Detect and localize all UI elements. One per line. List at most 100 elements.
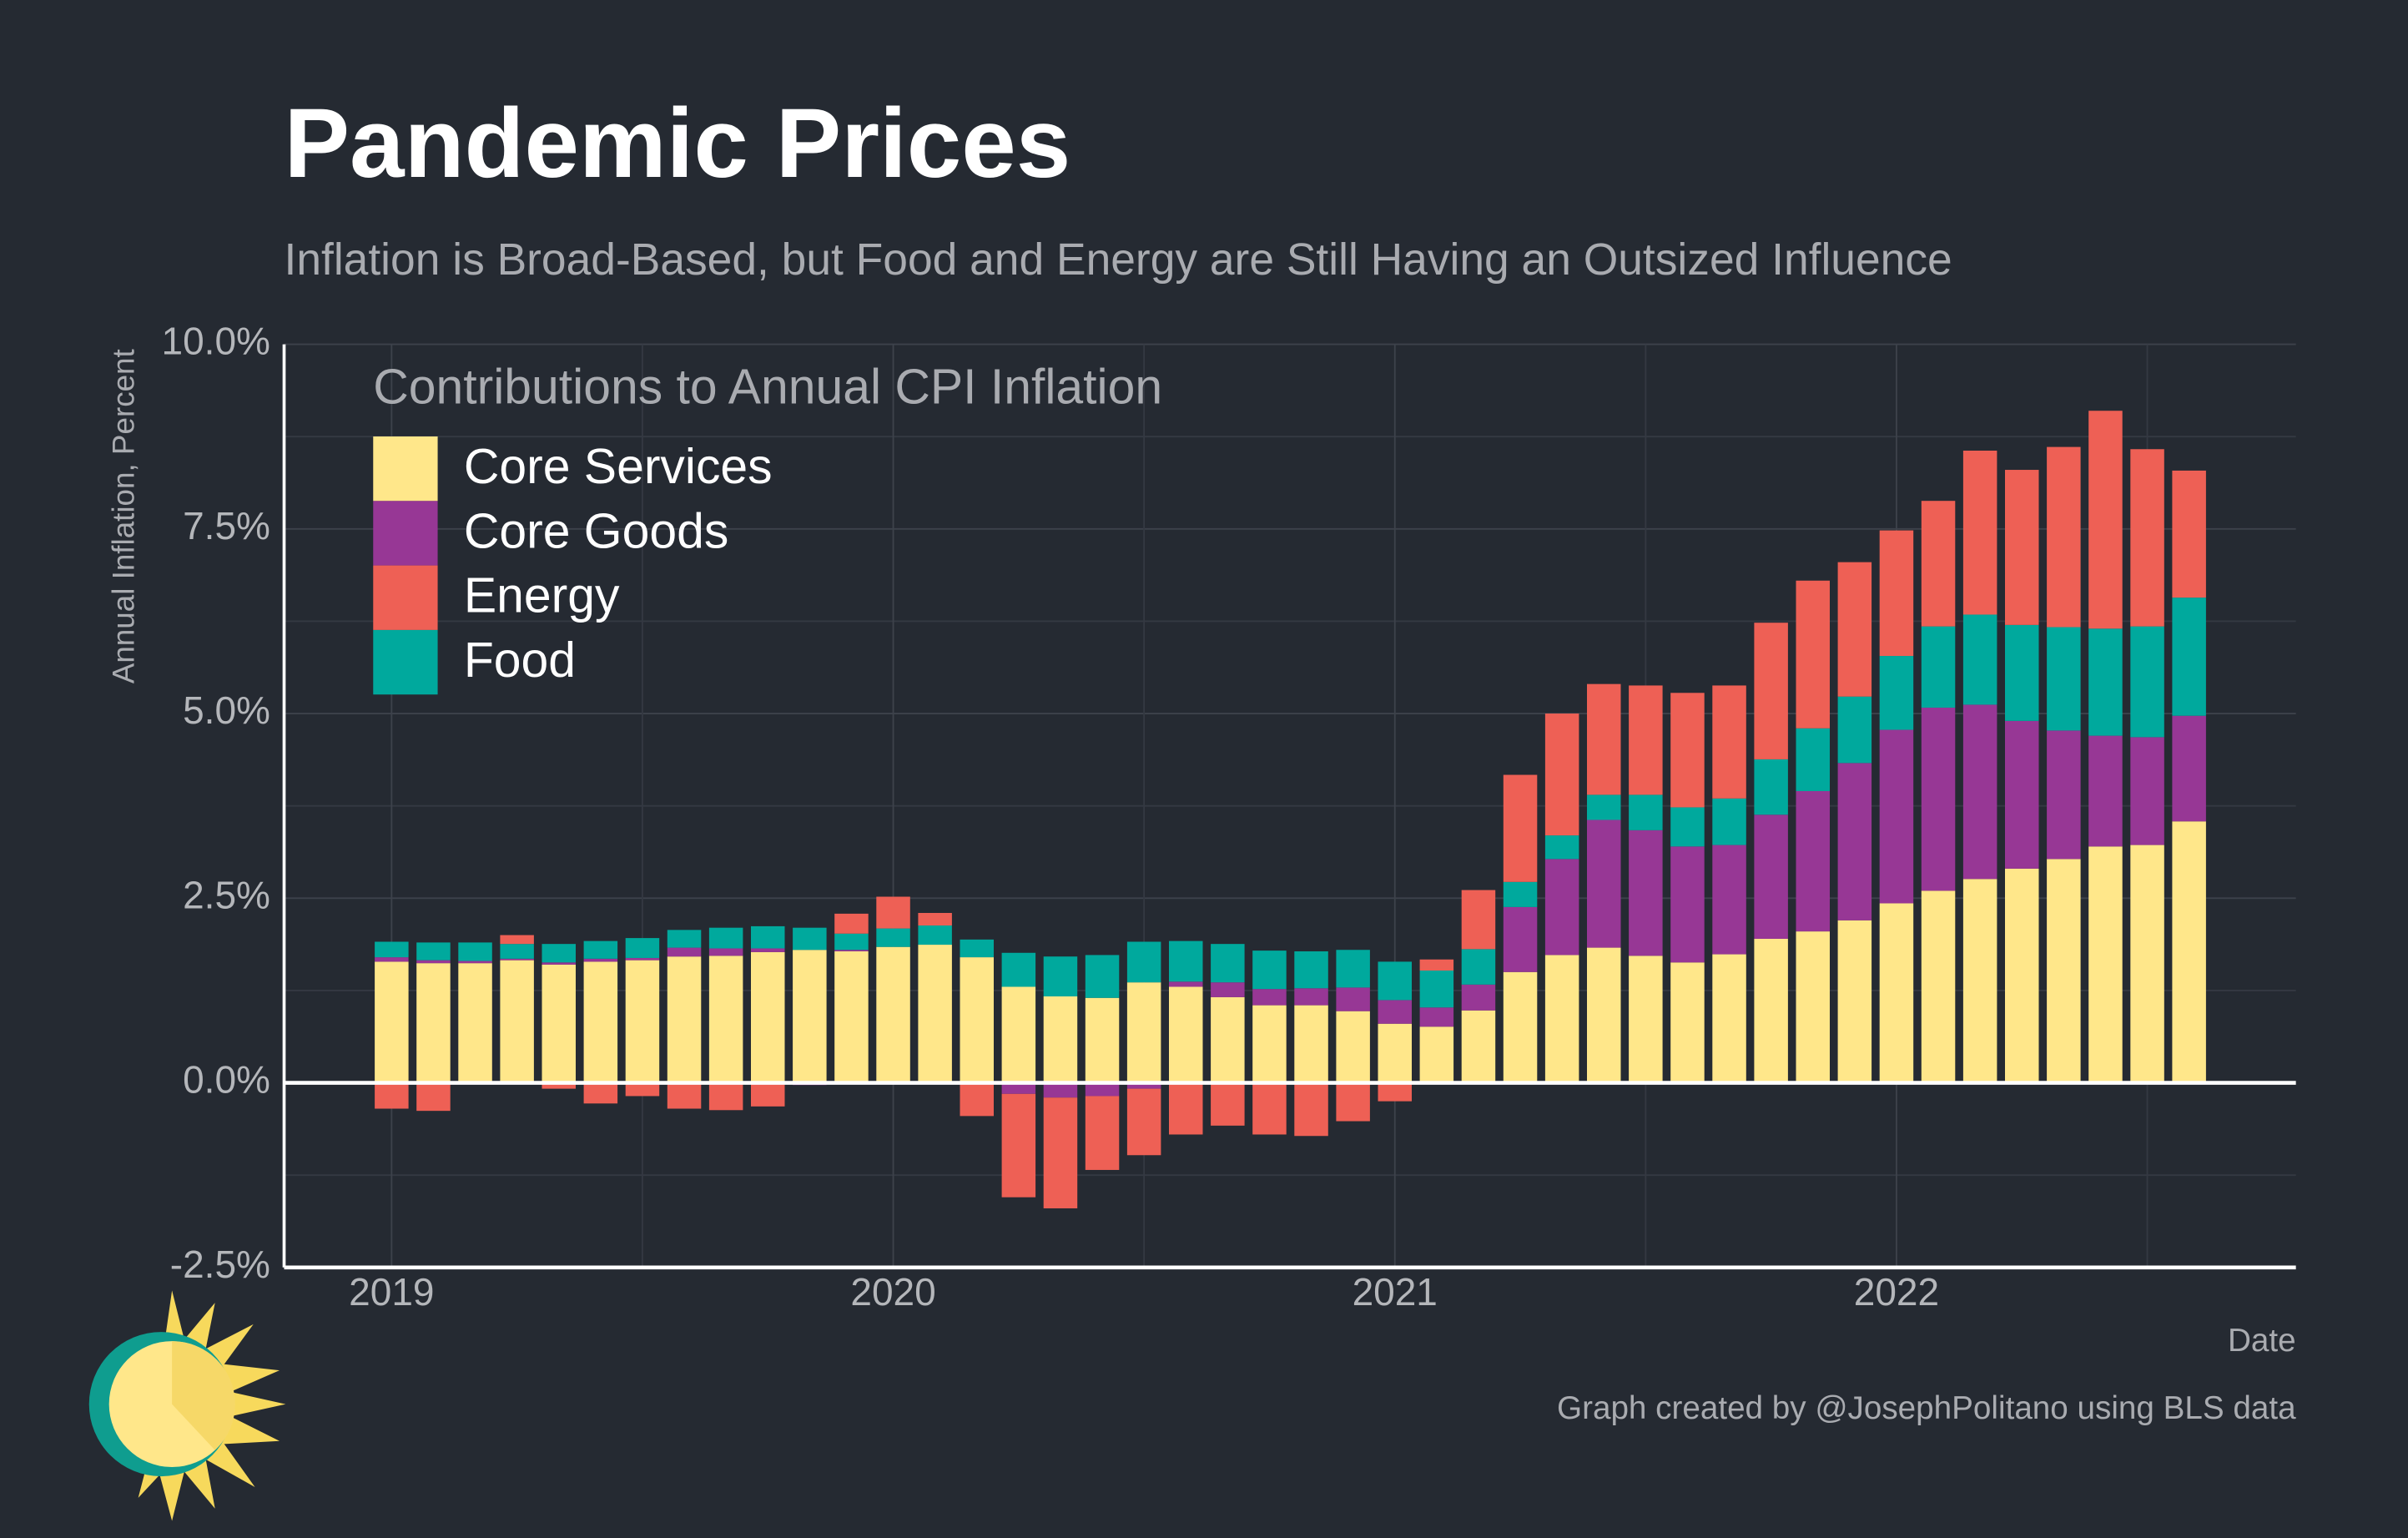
bar-segment: [1085, 1082, 1120, 1097]
bar-segment: [1001, 952, 1036, 987]
bar-segment: [500, 935, 534, 945]
bar-segment: [416, 963, 451, 1083]
bar-segment: [1629, 830, 1663, 956]
bar-segment: [1921, 501, 1956, 627]
chart-subtitle: Inflation is Broad-Based, but Food and E…: [285, 235, 1952, 285]
bar-segment: [1879, 530, 1914, 657]
bar-segment: [1168, 940, 1203, 982]
bar-segment: [1126, 1082, 1161, 1089]
sun-shade: [172, 1341, 235, 1450]
bar-segment: [1879, 656, 1914, 730]
bar-segment: [1629, 685, 1663, 795]
bar-segment: [1879, 729, 1914, 904]
bar-segment: [1712, 845, 1746, 955]
bar-segment: [500, 944, 534, 959]
bar-segment: [1754, 814, 1788, 939]
bar-segment: [2004, 470, 2039, 625]
bar-segment: [458, 963, 492, 1083]
bar-segment: [1126, 1088, 1161, 1156]
bar-segment: [416, 960, 451, 964]
bar-segment: [1252, 1082, 1287, 1135]
bar-segment: [1294, 988, 1328, 1006]
bar-segment: [2130, 449, 2164, 627]
bar-segment: [1001, 1093, 1036, 1198]
bar-segment: [1586, 819, 1621, 948]
bar-segment: [542, 964, 576, 1083]
bar-segment: [1712, 798, 1746, 845]
bar-segment: [458, 942, 492, 961]
bar-segment: [1168, 986, 1203, 1083]
bar-segment: [1419, 1007, 1454, 1027]
bar-segment: [1419, 959, 1454, 971]
bar-segment: [1126, 941, 1161, 983]
bar-segment: [542, 1082, 576, 1089]
bar-segment: [1336, 950, 1370, 988]
bar-segment: [1378, 961, 1412, 1001]
y-tick-label: -2.5%: [170, 1243, 270, 1286]
bar-segment: [1252, 989, 1287, 1006]
bar-segment: [1754, 759, 1788, 815]
bar-segment: [583, 1082, 618, 1104]
bar-segment: [1629, 794, 1663, 830]
bar-segment: [583, 940, 618, 959]
bar-segment: [1796, 931, 1830, 1083]
bar-segment: [2172, 715, 2206, 822]
caption: Graph created by @JosephPolitano using B…: [1557, 1390, 2296, 1426]
bar-segment: [2047, 627, 2081, 731]
bar-segment: [1419, 971, 1454, 1008]
bar-segment: [625, 957, 660, 961]
x-tick-label: 2019: [349, 1270, 434, 1314]
bar-segment: [1461, 984, 1496, 1011]
bar-segment: [708, 956, 743, 1083]
bar-segment: [583, 958, 618, 962]
x-axis-title: Date: [2228, 1323, 2296, 1359]
bar-segment: [1461, 890, 1496, 950]
bar-segment: [667, 1082, 702, 1109]
bar-segment: [1211, 996, 1245, 1083]
bar-segment: [876, 896, 910, 929]
bar-segment: [1461, 1010, 1496, 1083]
bar-segment: [1586, 947, 1621, 1083]
bar-segment: [375, 961, 409, 1083]
bar-segment: [2088, 411, 2123, 629]
bar-segment: [1754, 623, 1788, 759]
bar-segment: [375, 957, 409, 962]
bar-segment: [1461, 949, 1496, 985]
bar-segment: [1586, 794, 1621, 820]
bar-segment: [834, 913, 869, 934]
bar-segment: [1085, 997, 1120, 1083]
bar-segment: [960, 939, 994, 958]
x-tick-label: 2022: [1854, 1270, 1939, 1314]
legend-label: Core Goods: [464, 504, 728, 558]
bar-segment: [2130, 737, 2164, 845]
bar-segment: [2130, 845, 2164, 1083]
bar-segment: [625, 938, 660, 958]
bar-segment: [1921, 626, 1956, 708]
bar-segment: [708, 927, 743, 949]
bar-segment: [667, 930, 702, 948]
chart-title: Pandemic Prices: [285, 88, 1071, 198]
bar-segment: [500, 958, 534, 961]
bar-segment: [708, 948, 743, 956]
bar-segment: [1378, 1000, 1412, 1024]
bar-segment: [1586, 683, 1621, 795]
x-tick-label: 2021: [1353, 1270, 1438, 1314]
bar-segment: [750, 951, 785, 1083]
y-tick-label: 0.0%: [183, 1058, 270, 1102]
bar-segment: [458, 961, 492, 964]
bar-segment: [1670, 962, 1705, 1083]
plot-area: -2.5% 0.0% 2.5% 5.0% 7.5% 10.0% 2019 2020 2021 20…: [162, 320, 2296, 1314]
bar-segment: [960, 1082, 994, 1117]
bar-segment: [2047, 446, 2081, 628]
bar-segment: [1796, 580, 1830, 729]
bar-segment: [1712, 954, 1746, 1083]
bar-segment: [834, 950, 869, 952]
y-tick-label: 5.0%: [183, 688, 270, 732]
bar-segment: [750, 948, 785, 952]
bar-segment: [1085, 1096, 1120, 1170]
bar-segment: [1837, 763, 1872, 920]
bar-segment: [2004, 720, 2039, 869]
bar-segment: [375, 941, 409, 958]
bar-segment: [667, 956, 702, 1083]
